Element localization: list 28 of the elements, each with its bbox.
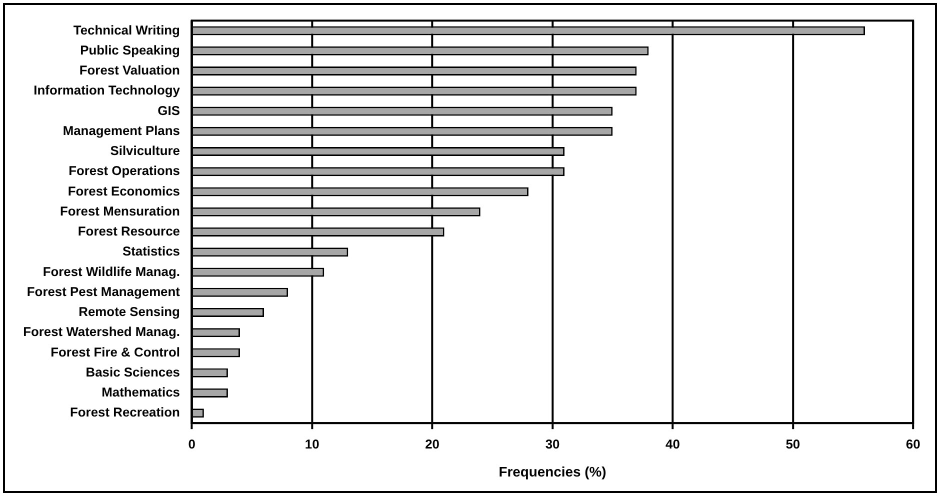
x-tick-label: 60 — [906, 436, 920, 452]
y-tick-label: Forest Operations — [68, 163, 180, 178]
y-tick-label: GIS — [158, 102, 180, 118]
x-tick-label: 20 — [425, 436, 440, 452]
y-tick-label: Forest Recreation — [70, 404, 180, 420]
y-tick-label: Mathematics — [102, 384, 180, 400]
y-tick-label: Technical Writing — [73, 22, 180, 38]
y-tick-label: Forest Wildlife Manag. — [42, 264, 180, 279]
x-tick-label: 50 — [786, 436, 800, 452]
y-tick-label: Forest Fire & Control — [50, 344, 180, 360]
x-tick-label: 0 — [188, 436, 196, 452]
x-tick-label: 40 — [666, 436, 680, 452]
y-tick-label: Forest Valuation — [79, 62, 180, 78]
x-axis-title: Frequencies (%) — [498, 464, 606, 480]
x-tick-label: 30 — [545, 436, 560, 452]
y-tick-label: Public Speaking — [80, 42, 180, 58]
y-tick-label: Forest Economics — [68, 183, 180, 198]
y-tick-label: Basic Sciences — [86, 364, 180, 380]
y-tick-label: Remote Sensing — [78, 304, 180, 320]
y-tick-label: Statistics — [122, 244, 180, 259]
y-tick-label: Forest Pest Management — [26, 284, 181, 299]
y-tick-label: Forest Watershed Manag. — [23, 324, 180, 340]
x-tick-label: 10 — [304, 436, 320, 452]
y-tick-label: Management Plans — [62, 122, 180, 138]
y-tick-label: Silviculture — [110, 143, 180, 158]
y-tick-label: Information Technology — [34, 82, 181, 98]
y-tick-label: Forest Resource — [78, 224, 180, 239]
y-tick-label: Forest Mensuration — [60, 203, 180, 218]
